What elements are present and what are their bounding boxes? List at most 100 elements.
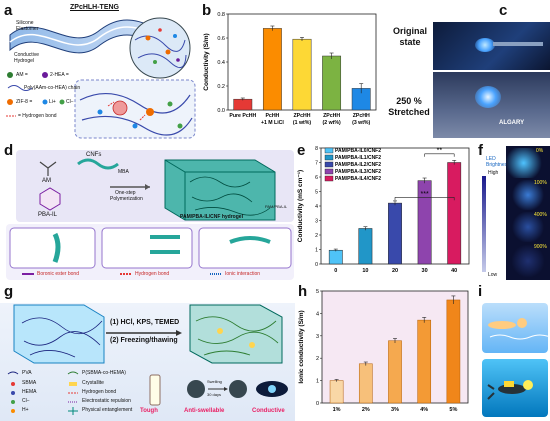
g-legend-hbond: Hydrogen bond [82,389,117,395]
panel-a-illustration [6,17,196,139]
legend-am-dot [7,72,13,78]
x-tick-label: 3% [391,407,399,413]
bar-1 [262,28,282,111]
x-tick-label: 40 [451,268,457,274]
logo-text: ALGARY [499,120,525,126]
g-legend-copolymer: P(SBMA-co-HEMA) [82,370,126,376]
g-legend-crystallite: Crystallite [82,380,104,386]
y-tick-label: 4 [316,311,319,317]
bar-1 [358,363,373,404]
panel-f-label: f [478,142,483,159]
x-tick-label: PcHH [265,113,279,119]
brightness-low: Low [488,272,498,278]
panel-i: i [478,283,550,421]
y-tick-label: 0.6 [217,36,225,42]
bar-4 [447,162,462,265]
chart-h: 0 1 2 3 4 5 Ionic conductivity (S/m) 1% 2% 3% 4% 5% [298,289,469,413]
bar-2 [388,202,402,265]
panel-f: f LED Brightness High Low 0% 100% 400% 9… [476,142,550,282]
legend-am: AM = [16,72,28,78]
g-legend-cl: Cl− [22,398,30,404]
x-tick-label: ZPcHH [353,113,370,119]
legend-hbond-d: Hydrogen bond [135,271,170,277]
swimmer-icon [488,318,550,340]
legend-boronic: Boronic ester bond [37,271,79,277]
legend-swatch-1 [324,154,334,161]
panel-d: d AM CNFs PBA-IL MBA One-step [0,142,295,282]
legend-li: Li+ [49,99,56,105]
y-tick-label: 2 [315,233,318,239]
legend-label-4: PAM/PBA-IL4/CNF2 [335,176,381,182]
x-tick-label: 0 [334,268,337,274]
y-tick-label: 5 [316,289,319,295]
sig-label-2: ** [437,147,443,154]
chart-e: 0 1 2 3 4 5 6 7 8 Conductivity (mS cm⁻¹) 0 10 20 30 40… [297,146,470,274]
led-photo-2 [506,212,550,242]
panel-b-label: b [202,2,212,19]
y-tick-label: 2 [316,356,319,362]
silicone-label: Silicone Elastomer [16,20,39,32]
x-tick-label: (1 wt%) [293,120,311,126]
legend-entangle-icon [68,407,78,415]
legend-label-1: PAM/PBA-IL1/CNF2 [335,155,381,161]
state-original: Original state [392,26,427,47]
y-tick-label: 0.8 [217,12,225,18]
state-stretched: 250 % Stretched [388,96,430,117]
wire-strip [493,42,543,46]
legend-swatch-0 [324,147,334,154]
led-photo-1 [506,180,550,210]
y-tick-label: 3 [315,219,318,225]
legend-cl-dot [59,99,65,105]
panel-g-illustration [7,304,288,415]
legend-crystallite-icon [69,382,77,386]
legend-zif: ZIF-8 = [16,99,33,105]
swelling-after-icon [229,380,247,398]
y-axis-label: Conductivity (mS cm⁻¹) [297,170,304,242]
legend-label-3: PAM/PBA-IL3/CNF2 [335,169,381,175]
led-photo-3 [506,244,550,278]
step-onestep: One-step [115,190,136,196]
step-mba: MBA [118,169,129,175]
y-tick-label: 0.0 [217,108,225,114]
bar-0 [329,380,344,404]
x-tick-label: 5% [449,407,457,413]
zoom-detail-box [74,79,196,139]
side-label: PAM/PBA-IL [265,204,288,209]
legend-label-0: PAM/PBA-IL0/CNF2 [335,148,381,154]
g-legend-hema: HEMA [22,389,37,395]
detail-network [79,92,193,136]
bar-2 [292,38,312,111]
panel-h: h 0 1 2 3 4 5 Ionic conductivity (S/m) 1% 2% 3% 4%… [296,283,476,421]
y-tick-label: 8 [315,146,318,152]
teng-title: ZPcHLH-TENG [70,4,119,11]
panel-g: g [0,283,295,421]
bar-0 [328,249,343,265]
g-tough: Tough [140,408,158,414]
panel-c: c ALGARY Original state 250 % Stretched [383,0,550,140]
x-tick-label: 2% [362,407,370,413]
x-tick-label: ZPcHH [323,113,340,119]
y-tick-label: 0 [315,262,318,268]
bar-1 [358,228,373,265]
panel-d-label: d [4,142,14,159]
panel-i-label: i [478,283,483,300]
legend-hea: 2-HEA = [50,72,69,78]
legend-chain-line [7,85,33,91]
led-glow-stretched [475,86,501,108]
g-step1: (1) HCl, KPS, TEMED [110,319,180,326]
g-legend-repulsion: Electrostatic repulsion [82,398,131,404]
legend-sbma-icon [11,382,15,386]
x-tick-label: (2 wt%) [323,120,341,126]
bar-0 [233,98,253,111]
swelling-label-2: 30 days [207,392,222,397]
legend-ionic: Ionic interaction [225,271,261,277]
strain-0: 0% [536,148,544,154]
g-conductive: Conductive [252,408,285,414]
legend-swatch-4 [324,175,334,182]
panel-a: a [0,0,200,140]
legend-h-icon [11,409,15,413]
cnf-strand [77,158,119,170]
x-tick-label: 1% [333,407,341,413]
legend-copolymer-icon [67,371,79,375]
am-molecule [39,161,57,176]
